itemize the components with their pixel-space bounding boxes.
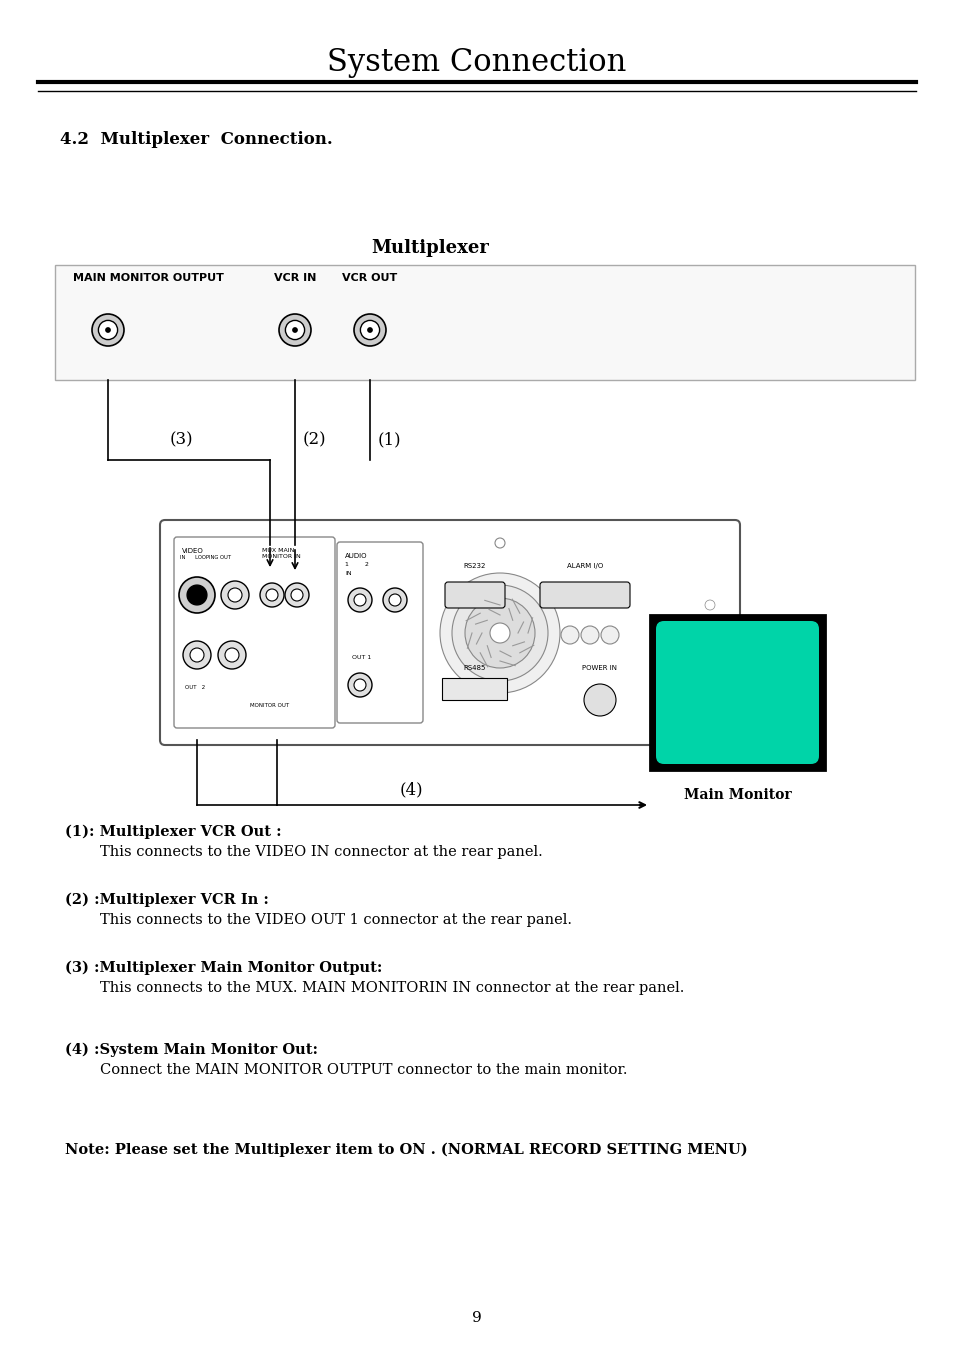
Circle shape — [190, 648, 204, 662]
Text: (1): Multiplexer VCR Out :: (1): Multiplexer VCR Out : — [65, 825, 281, 839]
Circle shape — [348, 673, 372, 697]
Text: VCR IN: VCR IN — [274, 273, 315, 282]
Circle shape — [285, 584, 309, 607]
Circle shape — [354, 594, 366, 607]
Circle shape — [560, 586, 578, 604]
Circle shape — [600, 586, 618, 604]
Circle shape — [98, 320, 117, 339]
Circle shape — [91, 313, 124, 346]
Text: 1        2: 1 2 — [345, 562, 369, 567]
Text: (1): (1) — [377, 431, 401, 449]
Text: 9: 9 — [472, 1310, 481, 1325]
Bar — [649, 615, 824, 770]
Circle shape — [260, 584, 284, 607]
Circle shape — [278, 313, 311, 346]
Circle shape — [452, 585, 547, 681]
Bar — [55, 265, 914, 380]
Circle shape — [439, 573, 559, 693]
Text: Connect the MAIN MONITOR OUTPUT connector to the main monitor.: Connect the MAIN MONITOR OUTPUT connecto… — [100, 1063, 627, 1077]
Circle shape — [179, 577, 214, 613]
FancyBboxPatch shape — [160, 520, 740, 744]
Circle shape — [389, 594, 400, 607]
Text: VIDEO: VIDEO — [182, 549, 204, 554]
Circle shape — [382, 588, 407, 612]
Text: RS485: RS485 — [463, 665, 486, 671]
FancyBboxPatch shape — [656, 621, 818, 765]
Circle shape — [292, 327, 297, 332]
Text: ALARM I/O: ALARM I/O — [566, 563, 602, 569]
Circle shape — [187, 585, 207, 605]
Circle shape — [291, 589, 303, 601]
Circle shape — [218, 640, 246, 669]
Text: (3) :Multiplexer Main Monitor Output:: (3) :Multiplexer Main Monitor Output: — [65, 961, 382, 975]
Text: This connects to the VIDEO OUT 1 connector at the rear panel.: This connects to the VIDEO OUT 1 connect… — [100, 913, 572, 927]
Circle shape — [580, 626, 598, 644]
Text: IN: IN — [345, 571, 352, 576]
Circle shape — [285, 320, 304, 339]
Circle shape — [704, 600, 714, 611]
Text: Main Monitor: Main Monitor — [683, 788, 790, 802]
Text: (4) :System Main Monitor Out:: (4) :System Main Monitor Out: — [65, 1043, 317, 1058]
Text: This connects to the MUX. MAIN MONITORIN IN connector at the rear panel.: This connects to the MUX. MAIN MONITORIN… — [100, 981, 683, 994]
Circle shape — [348, 588, 372, 612]
FancyBboxPatch shape — [173, 536, 335, 728]
Circle shape — [228, 588, 242, 603]
Text: RS232: RS232 — [463, 563, 486, 569]
Text: MAIN MONITOR OUTPUT: MAIN MONITOR OUTPUT — [73, 273, 224, 282]
Bar — [441, 678, 506, 700]
Text: System Connection: System Connection — [327, 46, 626, 77]
Circle shape — [600, 626, 618, 644]
Text: Multiplexer: Multiplexer — [371, 239, 489, 257]
Text: IN      LOOPING OUT: IN LOOPING OUT — [180, 555, 231, 561]
Text: (2): (2) — [303, 431, 326, 449]
Text: AUDIO: AUDIO — [345, 553, 367, 559]
Text: MONITOR OUT: MONITOR OUT — [250, 703, 289, 708]
Circle shape — [354, 680, 366, 690]
Circle shape — [354, 313, 386, 346]
Circle shape — [225, 648, 239, 662]
Text: (2) :Multiplexer VCR In :: (2) :Multiplexer VCR In : — [65, 893, 269, 908]
Text: Note: Please set the Multiplexer item to ON . (NORMAL RECORD SETTING MENU): Note: Please set the Multiplexer item to… — [65, 1143, 747, 1158]
Text: (4): (4) — [399, 781, 423, 798]
FancyBboxPatch shape — [539, 582, 629, 608]
Circle shape — [560, 626, 578, 644]
Circle shape — [105, 327, 111, 332]
Text: This connects to the VIDEO IN connector at the rear panel.: This connects to the VIDEO IN connector … — [100, 844, 542, 859]
Circle shape — [583, 684, 616, 716]
Text: VCR OUT: VCR OUT — [342, 273, 397, 282]
Circle shape — [266, 589, 277, 601]
Circle shape — [221, 581, 249, 609]
Circle shape — [495, 538, 504, 549]
Circle shape — [183, 640, 211, 669]
Circle shape — [367, 327, 373, 332]
Circle shape — [580, 586, 598, 604]
Text: POWER IN: POWER IN — [582, 665, 617, 671]
Text: OUT 1: OUT 1 — [352, 655, 371, 661]
Circle shape — [360, 320, 379, 339]
Text: (3): (3) — [170, 431, 193, 449]
Text: 4.2  Multiplexer  Connection.: 4.2 Multiplexer Connection. — [60, 131, 333, 149]
Text: OUT   2: OUT 2 — [185, 685, 205, 690]
Text: MUX MAIN
MONITOR IN: MUX MAIN MONITOR IN — [262, 549, 300, 559]
Circle shape — [490, 623, 510, 643]
Circle shape — [464, 598, 535, 667]
FancyBboxPatch shape — [336, 542, 422, 723]
FancyBboxPatch shape — [444, 582, 504, 608]
